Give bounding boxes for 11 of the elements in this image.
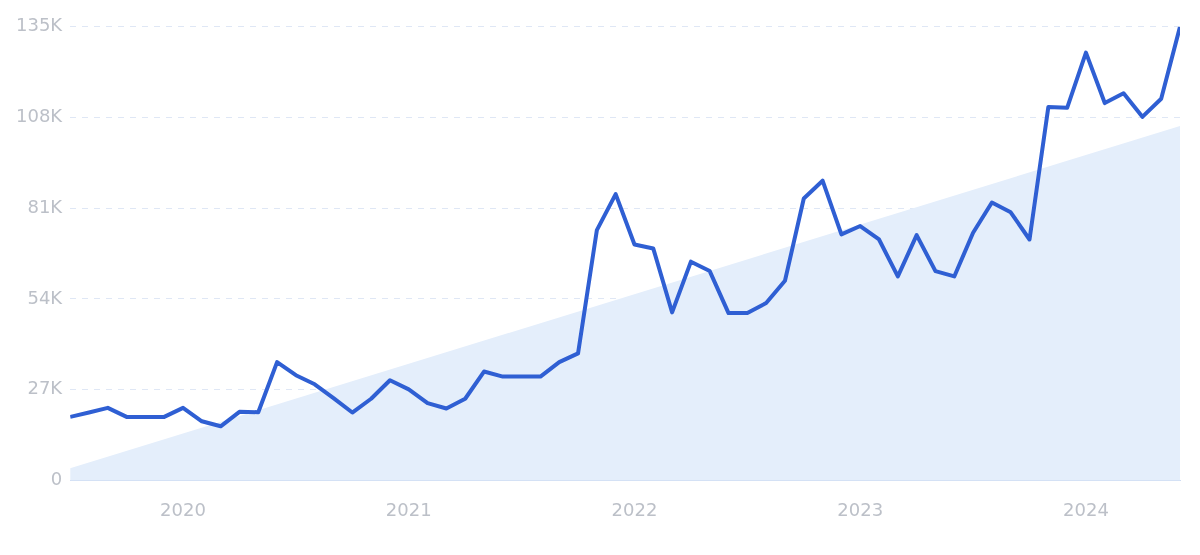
y-tick-label: 81K: [27, 195, 64, 217]
x-tick-label: 2021: [385, 498, 432, 520]
y-tick-label: 135K: [15, 14, 64, 36]
y-tick-label: 0: [50, 468, 63, 490]
y-tick-label: 54K: [27, 286, 64, 308]
x-tick-label: 2024: [1063, 498, 1109, 520]
x-tick-label: 2022: [611, 498, 658, 520]
y-tick-label: 108K: [15, 105, 64, 127]
x-tick-label: 2020: [160, 498, 206, 520]
y-tick-label: 27K: [27, 377, 64, 399]
x-tick-label: 2023: [837, 498, 884, 520]
